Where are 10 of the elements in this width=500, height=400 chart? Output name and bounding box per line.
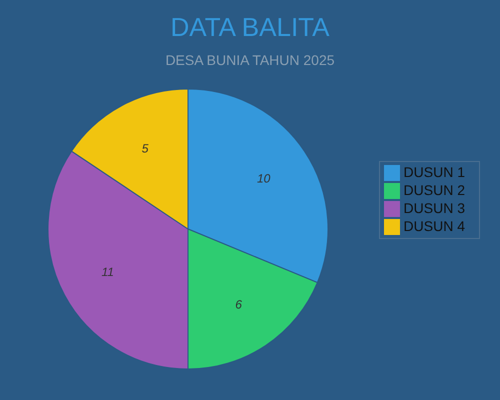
data-label: 11 xyxy=(102,264,114,279)
data-label: 5 xyxy=(142,142,149,156)
data-label: 10 xyxy=(256,171,271,186)
chart-subtitle: DESA BUNIA TAHUN 2025 xyxy=(164,52,336,68)
data-label: 6 xyxy=(235,298,242,312)
chart-title: DATA BALITA xyxy=(170,12,330,43)
legend-label: DUSUN 3 xyxy=(404,200,465,216)
legend-label: DUSUN 1 xyxy=(404,164,465,180)
legend-label: DUSUN 4 xyxy=(404,218,465,234)
legend-label: DUSUN 2 xyxy=(404,182,465,198)
